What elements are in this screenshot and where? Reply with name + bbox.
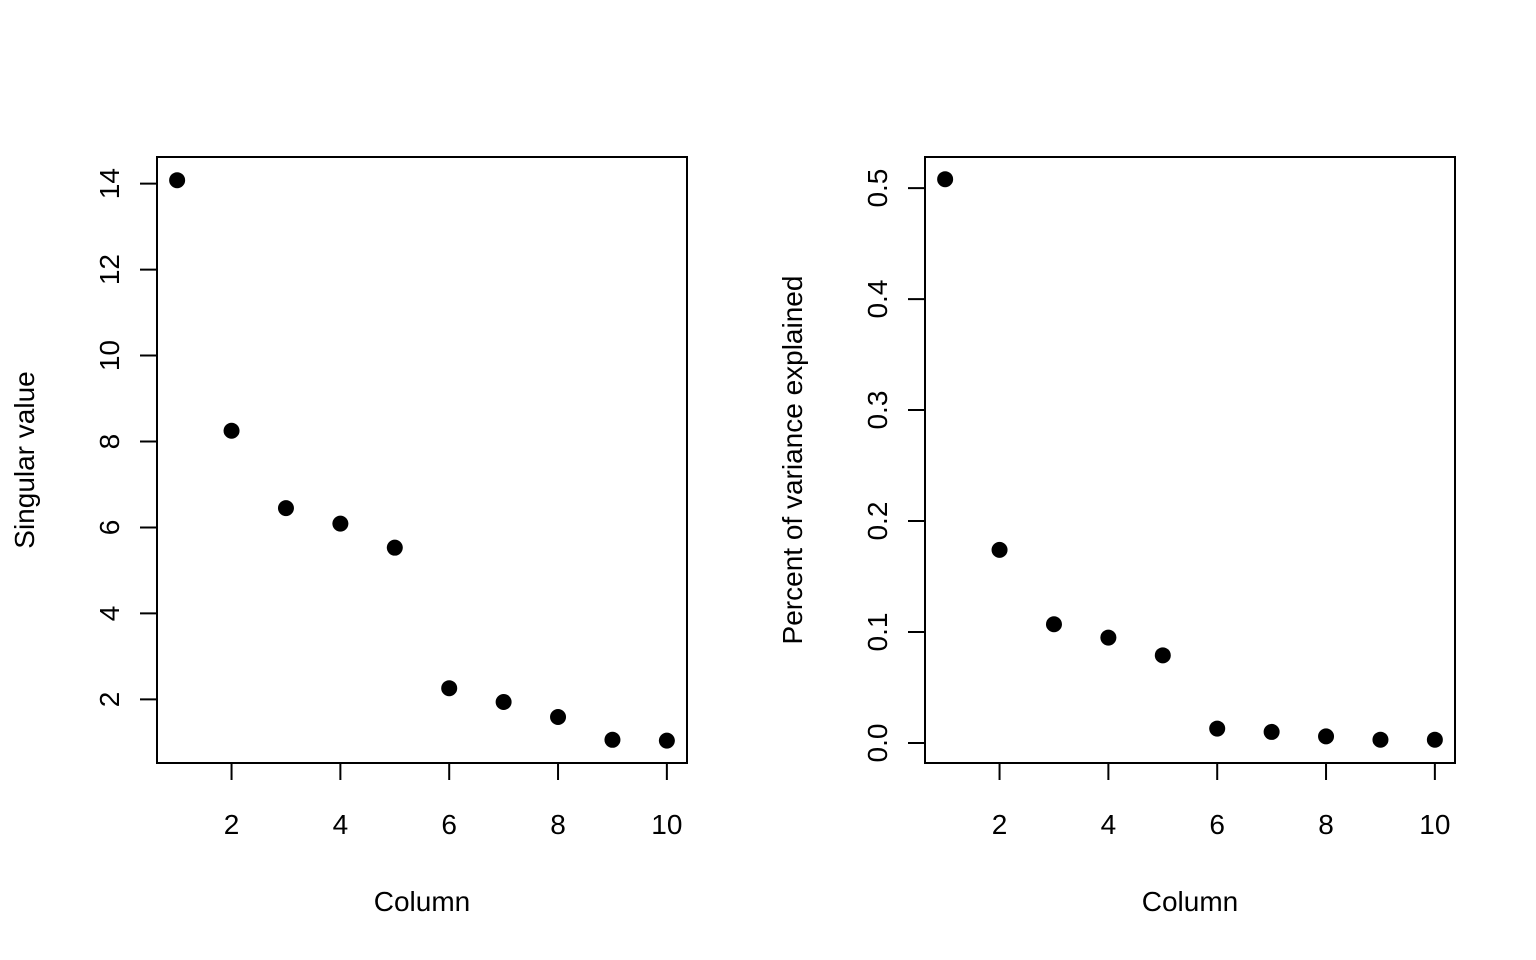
y-tick-label: 2	[94, 692, 125, 708]
x-axis: 2 4 6 8 10	[992, 762, 1450, 840]
x-tick-label: 10	[1419, 809, 1450, 840]
x-tick-label: 2	[224, 809, 240, 840]
y-tick-label: 0.0	[862, 724, 893, 763]
y-axis-title: Singular value	[9, 371, 40, 548]
x-axis-title: Column	[374, 886, 470, 917]
data-point	[1318, 728, 1335, 745]
x-axis: 2 4 6 8 10	[224, 762, 682, 840]
y-tick-label: 12	[94, 254, 125, 285]
x-axis-title: Column	[1142, 886, 1238, 917]
x-tick-label: 6	[441, 809, 457, 840]
data-point	[1426, 731, 1443, 748]
data-point	[495, 693, 512, 710]
data-point	[169, 172, 186, 189]
data-point	[1100, 629, 1117, 646]
data-point	[1209, 720, 1226, 737]
y-tick-label: 0.1	[862, 613, 893, 652]
x-tick-label: 2	[992, 809, 1008, 840]
y-tick-label: 14	[94, 168, 125, 199]
data-point	[441, 680, 458, 697]
data-point	[1372, 731, 1389, 748]
x-tick-label: 10	[651, 809, 682, 840]
y-axis: 0.0 0.1 0.2 0.3 0.4 0.5	[862, 169, 926, 763]
data-point	[658, 732, 675, 749]
data-point	[332, 515, 349, 532]
y-tick-label: 0.3	[862, 391, 893, 430]
x-tick-label: 8	[550, 809, 566, 840]
data-points	[169, 172, 675, 749]
data-point	[223, 422, 240, 439]
x-tick-label: 4	[1101, 809, 1117, 840]
y-axis: 2 4 6 8 10 12 14	[94, 168, 158, 708]
y-tick-label: 10	[94, 340, 125, 371]
data-point	[937, 171, 954, 188]
x-tick-label: 6	[1209, 809, 1225, 840]
data-point	[550, 709, 567, 726]
plot-frame	[156, 156, 688, 764]
y-axis-title: Percent of variance explained	[777, 276, 808, 645]
plot-frame	[924, 156, 1456, 764]
panel-variance-explained: 2 4 6 8 10 0.0 0.1 0.2 0.3 0.4 0.5 Column Percent…	[777, 156, 1456, 917]
data-point	[1263, 723, 1280, 740]
data-point	[991, 541, 1008, 558]
x-tick-label: 8	[1318, 809, 1334, 840]
data-point	[1154, 647, 1171, 664]
data-point	[386, 539, 403, 556]
data-point	[1045, 616, 1062, 633]
data-point	[277, 500, 294, 517]
x-tick-label: 4	[333, 809, 349, 840]
y-tick-label: 8	[94, 434, 125, 450]
y-tick-label: 0.5	[862, 169, 893, 208]
y-tick-label: 0.4	[862, 280, 893, 319]
data-points	[937, 171, 1443, 748]
y-tick-label: 4	[94, 606, 125, 622]
panel-singular-value: 2 4 6 8 10 2 4 6 8 10 12 14 Column Singular value	[9, 156, 688, 917]
y-tick-label: 6	[94, 520, 125, 536]
y-tick-label: 0.2	[862, 502, 893, 541]
data-point	[604, 731, 621, 748]
